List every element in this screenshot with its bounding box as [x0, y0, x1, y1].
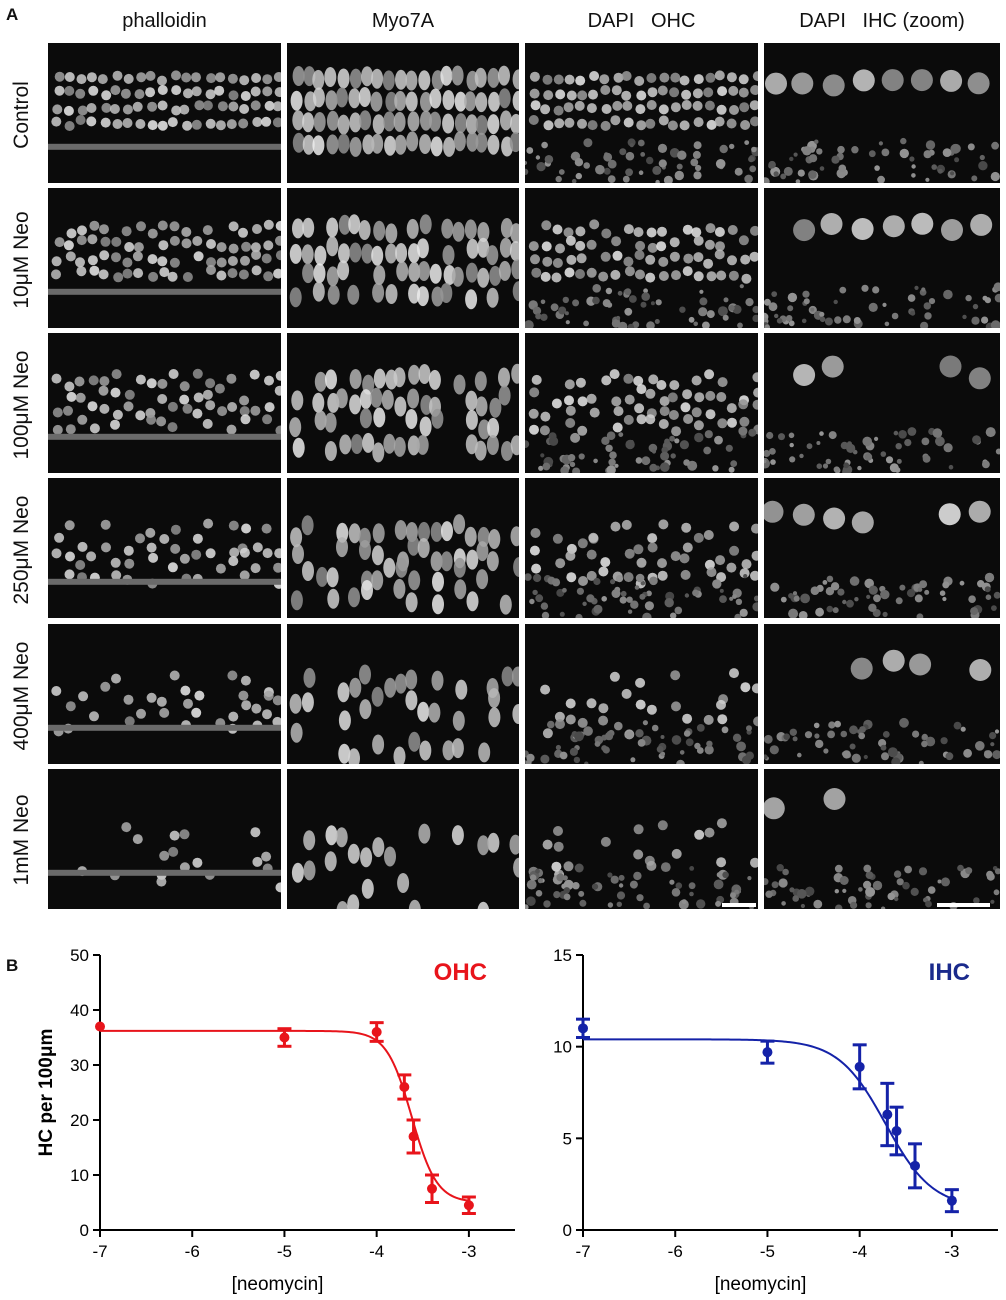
ihc-data-point-3 — [882, 1109, 893, 1120]
ihc-x-tick-label: -4 — [852, 1242, 867, 1261]
ohc-y-tick-label: 30 — [70, 1056, 89, 1075]
micrograph-dapi-ohc-100um — [525, 333, 758, 473]
micrograph-phalloidin-100um — [48, 333, 281, 473]
ihc-x-axis-label: [neomycin] — [715, 1274, 807, 1295]
ohc-data-point-2 — [371, 1027, 382, 1037]
ohc-x-axis-label: [neomycin] — [232, 1274, 324, 1295]
micrograph-phalloidin-250um — [48, 478, 281, 618]
micrograph-dapi-ihc-1mm — [764, 769, 1000, 909]
ohc-y-tick-label: 50 — [70, 946, 89, 965]
ihc-chart-title: IHC — [929, 959, 970, 986]
ohc-x-tick-label: -4 — [369, 1242, 384, 1261]
micrograph-phalloidin-control — [48, 43, 281, 183]
micrograph-dapi-ohc-250um — [525, 478, 758, 618]
column-header-phalloidin: phalloidin — [122, 10, 207, 32]
micrograph-dapi-ohc-400um — [525, 624, 758, 764]
column-header-dapi-ohc: DAPI OHC — [587, 10, 696, 32]
micrograph-phalloidin-10um — [48, 188, 281, 328]
ohc-y-tick-label: 20 — [70, 1111, 89, 1130]
micrograph-dapi-ihc-400um — [764, 624, 1000, 764]
micrograph-myo7a-control — [287, 43, 519, 183]
micrograph-myo7a-1mm — [287, 769, 519, 909]
ihc-y-tick-label: 5 — [563, 1129, 572, 1148]
ohc-data-point-5 — [427, 1183, 437, 1194]
ihc-x-tick-label: -5 — [760, 1242, 775, 1261]
ohc-data-point-3 — [399, 1082, 410, 1092]
ihc-data-point-4 — [891, 1126, 902, 1136]
panel-b-letter: B — [6, 956, 19, 975]
micrograph-myo7a-250um — [287, 478, 519, 618]
ihc-data-point-5 — [910, 1160, 920, 1171]
scale-bar-ohc — [722, 903, 756, 907]
micrograph-phalloidin-1mm — [48, 769, 281, 909]
ohc-data-point-0 — [95, 1021, 105, 1032]
micrograph-dapi-ohc-10um — [525, 188, 758, 328]
ihc-data-point-2 — [854, 1061, 865, 1072]
micrograph-dapi-ohc-control — [525, 43, 758, 183]
ohc-x-tick-label: -3 — [461, 1242, 476, 1261]
ihc-x-tick-label: -6 — [668, 1242, 683, 1261]
ohc-chart-title: OHC — [434, 959, 487, 986]
micrograph-dapi-ihc-250um — [764, 478, 1000, 618]
micrograph-dapi-ihc-100um — [764, 333, 1000, 473]
ihc-y-tick-label: 15 — [553, 946, 572, 965]
ohc-x-tick-label: -7 — [92, 1242, 107, 1261]
ohc-data-point-4 — [408, 1131, 419, 1142]
micrograph-myo7a-10um — [287, 188, 519, 328]
ohc-y-tick-label: 0 — [80, 1221, 89, 1240]
micrograph-phalloidin-400um — [48, 624, 281, 764]
ohc-x-tick-label: -5 — [277, 1242, 292, 1261]
ihc-x-tick-label: -3 — [944, 1242, 959, 1261]
ihc-data-point-0 — [578, 1023, 588, 1034]
ihc-y-tick-label: 0 — [563, 1221, 572, 1240]
micrograph-dapi-ihc-control — [764, 43, 1000, 183]
micrograph-dapi-ohc-1mm — [525, 769, 758, 909]
ihc-y-tick-label: 10 — [553, 1038, 572, 1057]
ihc-data-point-6 — [946, 1195, 957, 1206]
micrograph-dapi-ihc-10um — [764, 188, 1000, 328]
ohc-y-axis-label: HC per 100μm — [36, 1029, 57, 1157]
ohc-y-tick-label: 10 — [70, 1166, 89, 1185]
micrograph-myo7a-400um — [287, 624, 519, 764]
ohc-data-point-6 — [463, 1200, 474, 1211]
micrograph-myo7a-100um — [287, 333, 519, 473]
ohc-y-tick-label: 40 — [70, 1001, 89, 1020]
ihc-x-tick-label: -7 — [575, 1242, 590, 1261]
ohc-x-tick-label: -6 — [185, 1242, 200, 1261]
scale-bar-ihc — [937, 903, 990, 907]
column-header-dapi-ihc-zoom: DAPI IHC (zoom) — [799, 10, 965, 32]
ihc-data-point-1 — [762, 1047, 773, 1058]
ohc-fit-curve — [100, 1029, 470, 1202]
panel-a-letter: A — [6, 5, 19, 24]
ohc-data-point-1 — [279, 1032, 290, 1043]
column-header-myo7a: Myo7A — [371, 10, 435, 32]
